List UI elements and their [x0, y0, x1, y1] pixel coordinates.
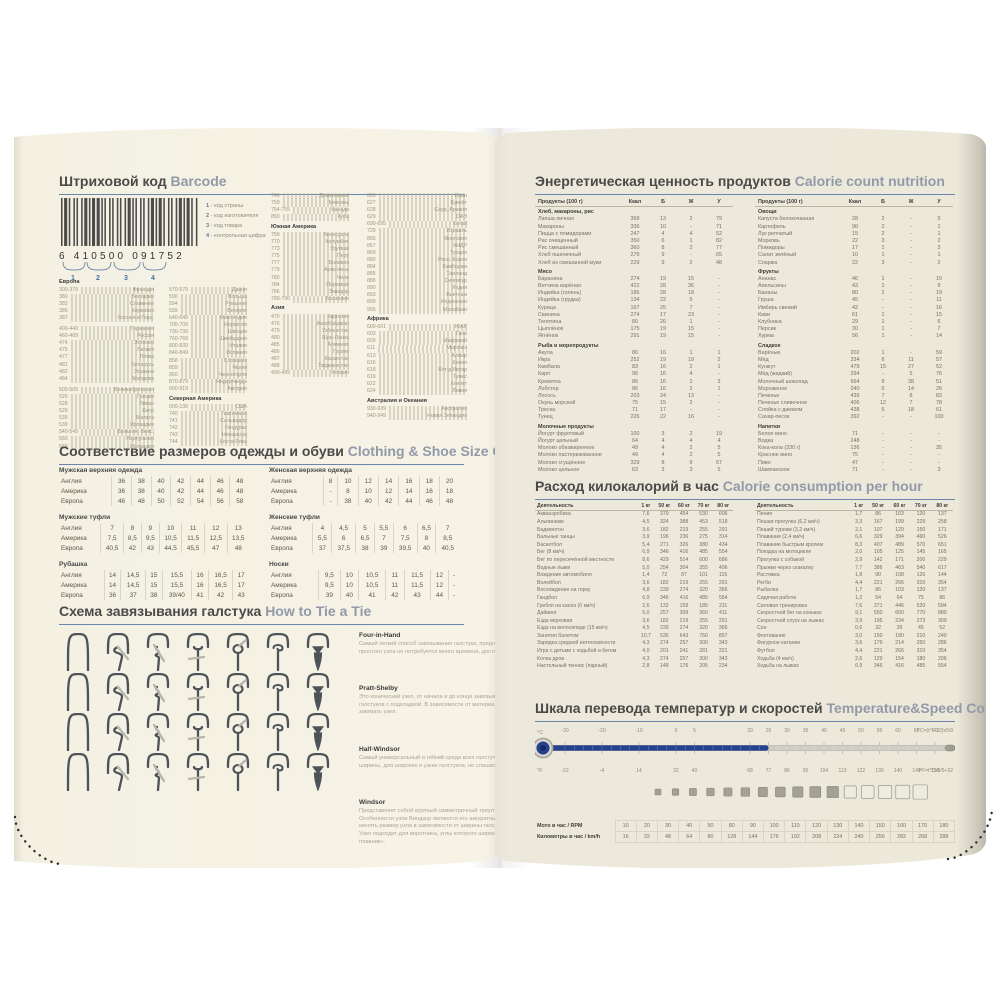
svg-text:25: 25 [766, 728, 772, 734]
svg-text:130: 130 [875, 768, 884, 774]
svg-text:14: 14 [636, 768, 642, 774]
svg-text:40: 40 [692, 768, 698, 774]
svg-text:55: 55 [877, 728, 883, 734]
svg-text:86: 86 [784, 768, 790, 774]
svg-text:40: 40 [821, 728, 827, 734]
svg-text:0: 0 [675, 728, 678, 734]
svg-text:95: 95 [803, 768, 809, 774]
svg-text:50: 50 [858, 728, 864, 734]
svg-text:t°F=t°Cx9/5+32: t°F=t°Cx9/5+32 [919, 768, 954, 774]
svg-text:45: 45 [840, 728, 846, 734]
svg-text:77: 77 [766, 768, 772, 774]
svg-text:-20: -20 [598, 728, 605, 734]
svg-text:-10: -10 [635, 728, 642, 734]
svg-text:68: 68 [747, 768, 753, 774]
svg-text:35: 35 [803, 728, 809, 734]
svg-text:°F: °F [537, 768, 543, 774]
svg-text:-30: -30 [561, 728, 568, 734]
svg-text:32: 32 [673, 768, 679, 774]
svg-text:60: 60 [895, 728, 901, 734]
svg-text:°C: °C [537, 730, 543, 736]
svg-text:-4: -4 [600, 768, 605, 774]
svg-text:122: 122 [857, 768, 866, 774]
svg-text:104: 104 [820, 768, 829, 774]
svg-text:5: 5 [693, 728, 696, 734]
svg-text:30: 30 [784, 728, 790, 734]
svg-text:20: 20 [747, 728, 753, 734]
svg-text:113: 113 [839, 768, 847, 774]
svg-text:140: 140 [894, 768, 903, 774]
svg-text:t°C=(t°F-32)x5/9: t°C=(t°F-32)x5/9 [917, 728, 954, 734]
svg-text:-22: -22 [561, 768, 568, 774]
